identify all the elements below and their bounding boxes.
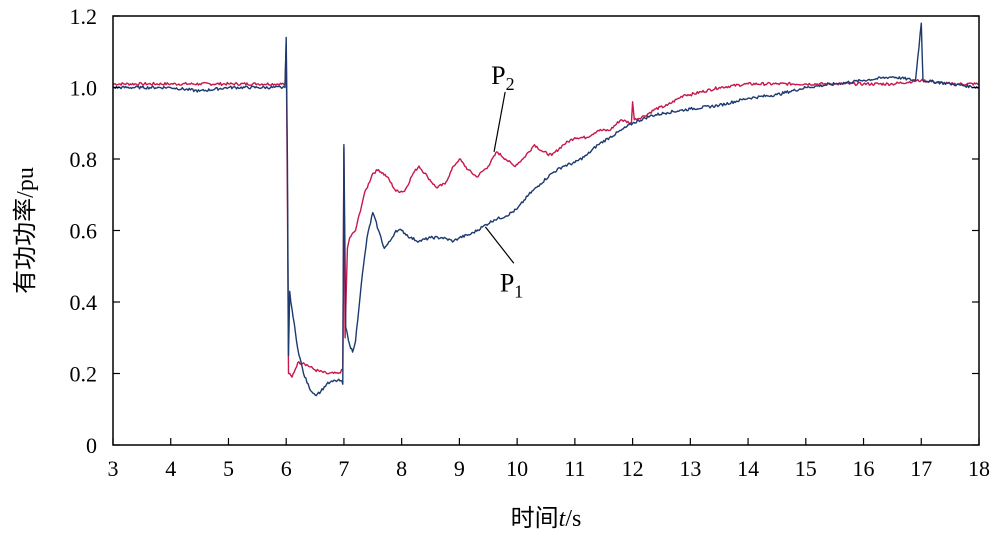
annotation-main: P: [491, 61, 505, 90]
annotation-label-p2: P2: [491, 61, 514, 94]
y-tick-label: 0: [86, 433, 97, 458]
annotation-label-p1: P1: [500, 268, 523, 301]
y-tick-label: 0.4: [70, 290, 98, 315]
x-tick-label: 7: [338, 456, 349, 481]
annotation-leader: [493, 91, 506, 152]
x-tick-label: 10: [506, 456, 528, 481]
x-tick-label: 14: [737, 456, 759, 481]
x-tick-label: 16: [853, 456, 875, 481]
y-axis-ticks: 0 0.2 0.4 0.6 0.8 1.0 1.2: [70, 4, 979, 458]
y-tick-label: 1.0: [70, 76, 98, 101]
series-line-p1: [112, 22, 980, 397]
annotation-sub: 2: [506, 74, 515, 94]
x-tick-label: 6: [281, 456, 292, 481]
x-tick-label: 11: [564, 456, 585, 481]
annotation-main: P: [500, 268, 514, 297]
annotation-sub: 1: [514, 281, 523, 301]
x-axis-title-unit: /s: [565, 506, 581, 532]
y-tick-label: 0.6: [70, 219, 98, 244]
y-tick-label: 1.2: [70, 4, 98, 29]
x-tick-label: 3: [108, 456, 119, 481]
plot-frame: [112, 15, 980, 446]
x-tick-label: 17: [910, 456, 932, 481]
series-line-p2: [112, 43, 980, 378]
y-tick-label: 0.2: [70, 362, 98, 387]
x-tick-label: 15: [795, 456, 817, 481]
x-axis-ticks: 3 4 5 6 7 8 9 10 11 12 13 14 15 16 17 18: [108, 438, 990, 481]
x-axis-title: 时间t/s: [511, 505, 582, 532]
x-tick-label: 4: [165, 456, 176, 481]
y-tick-label: 0.8: [70, 147, 98, 172]
x-tick-label: 18: [968, 456, 990, 481]
x-axis-title-prefix: 时间: [511, 505, 559, 532]
x-tick-label: 8: [396, 456, 407, 481]
annotation-leader: [484, 226, 515, 264]
x-tick-label: 12: [622, 456, 644, 481]
series-layer: [112, 22, 980, 397]
x-tick-label: 5: [223, 456, 234, 481]
x-axis-title-var: t: [559, 506, 567, 532]
x-tick-label: 13: [679, 456, 701, 481]
x-tick-label: 9: [454, 456, 465, 481]
y-axis-title: 有功功率/pu: [12, 167, 39, 294]
